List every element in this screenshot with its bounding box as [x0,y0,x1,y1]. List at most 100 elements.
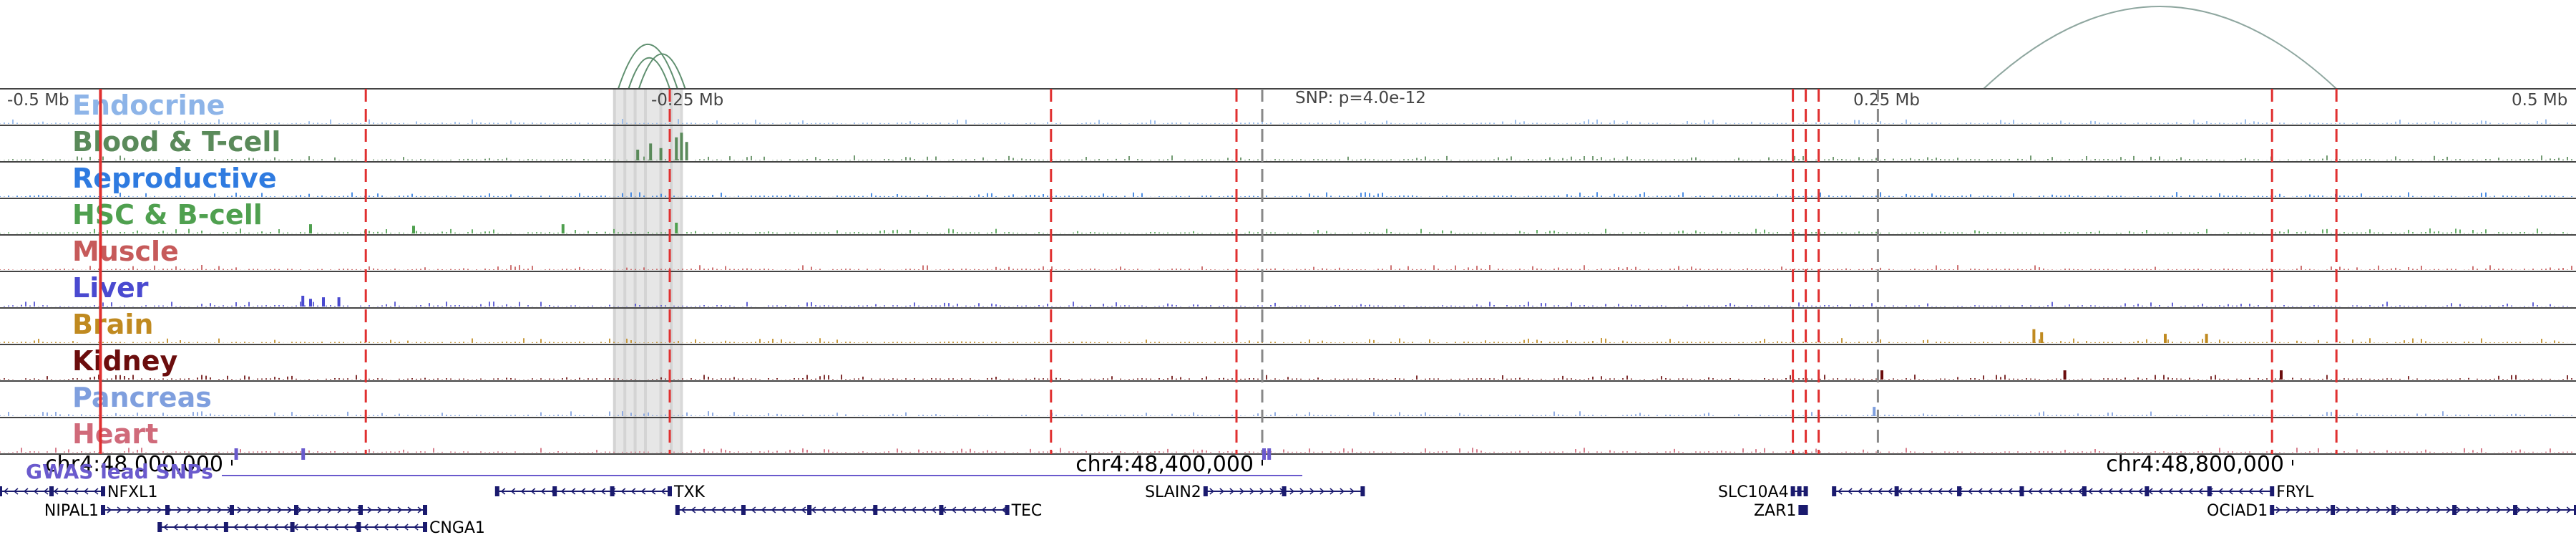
track-peak [301,295,305,307]
track-peak [659,148,663,160]
gene-label: SLC10A4 [1718,483,1789,501]
track-signal [0,155,2572,160]
gene-exon [2270,486,2275,496]
gene-label: FRYL [2276,483,2314,501]
gene-exon [668,486,672,496]
gene-exon [2331,505,2336,515]
track-label: Pancreas [72,382,212,413]
track-peak [561,224,565,233]
track-pancreas: Pancreas [0,380,2576,416]
gene-strand-arrows [1209,488,1355,495]
gene-exon [494,486,499,496]
gene-exon [2082,486,2087,496]
gene-exon [2452,505,2457,515]
gene-exon [1282,486,1287,496]
track-peak [685,142,688,160]
loop-arc-0 [618,44,678,90]
gene-exon [2391,505,2396,515]
gene-exon [675,505,680,515]
gene-exon [0,486,2,496]
gene-strand-arrows [162,524,419,531]
axis-tick-label-1: chr4:48,400,000 [1075,452,1254,477]
gene-exon [290,522,295,532]
gene-label: CNGA1 [429,519,485,537]
gwas-label: GWAS lead SNPs [26,460,213,483]
track-heart: Heart [0,417,2576,453]
gene-exon [223,522,228,532]
track-label: Liver [72,272,149,304]
track-peak [412,226,415,233]
track-muscle: Muscle [0,234,2576,270]
track-peak [309,299,312,307]
gene-tec: TEC [675,502,1042,520]
track-peak [636,149,640,160]
loop-arc-3 [1983,6,2337,90]
gene-exon [356,522,361,532]
gene-exon [101,486,105,496]
gene-exon [1957,486,1962,496]
gene-exon [165,505,170,515]
gene-exon [1798,505,1803,515]
axis-tick-label-2: chr4:48,800,000 [2106,452,2284,477]
gene-exon [1801,505,1805,515]
region-label-mid-left: -0.25 Mb [651,91,723,110]
gene-exon [2019,486,2024,496]
gene-exon [2574,505,2576,515]
gene-label: NFXL1 [107,483,157,501]
gene-exon [49,486,54,496]
gene-exon [358,505,363,515]
gene-exon [294,505,298,515]
track-kidney: Kidney [0,344,2576,380]
track-label: Kidney [72,345,177,377]
loop-arc-1 [628,57,670,90]
track-label: Endocrine [72,90,225,121]
gene-strand-arrows [107,506,423,514]
gene-exon [1360,486,1365,496]
gene-label: OCIAD1 [2207,502,2268,520]
gwas-snp-marker [234,448,238,460]
gene-label: NIPAL1 [44,502,99,520]
track-peak [1880,370,1883,380]
gene-exon [1790,486,1795,496]
track-brain: Brain [0,307,2576,343]
gene-exon [1803,486,1808,496]
gwas-snp-marker [1262,448,1266,460]
track-label: HSC & B-cell [72,199,263,231]
track-signal [0,448,2572,453]
gene-nfxl1: NFXL1 [0,483,157,501]
track-peak [680,132,683,160]
gene-ociad1: OCIAD1 [2207,502,2576,520]
track-signal [0,265,2572,270]
gene-exon [741,505,746,515]
track-signal [0,411,2572,416]
gene-strand-arrows [3,488,99,495]
track-hsc-b-cell: HSC & B-cell [0,198,2576,233]
gene-exon [873,505,878,515]
gene-exon [2207,486,2212,496]
gene-strand-arrows [1837,488,2263,495]
region-label-left: -0.5 Mb [7,91,69,110]
gene-txk: TXK [494,483,706,501]
gene-exon [157,522,162,532]
gene-exon [939,505,944,515]
gwas-snp-marker [1267,448,1272,460]
track-peak [2032,329,2036,343]
track-peak [2280,370,2283,380]
region-label-right: 0.5 Mb [2512,91,2567,110]
gene-nipal1: NIPAL1 [44,502,427,520]
track-endocrine: Endocrine [0,88,2576,124]
track-reproductive: Reproductive [0,161,2576,197]
gene-exon [552,486,557,496]
track-label: Blood & T-cell [72,126,280,158]
gene-exon [1803,505,1808,515]
track-peak [2164,334,2167,343]
track-peak [1873,407,1876,416]
gene-strand-arrows [2275,506,2572,514]
gene-exon [807,505,812,515]
track-signal [0,228,2572,233]
track-peak [2040,332,2044,343]
gene-label: ZAR1 [1754,502,1796,520]
gene-fryl: FRYL [1832,483,2314,501]
gene-label: TXK [673,483,706,501]
track-label: Brain [72,309,153,340]
